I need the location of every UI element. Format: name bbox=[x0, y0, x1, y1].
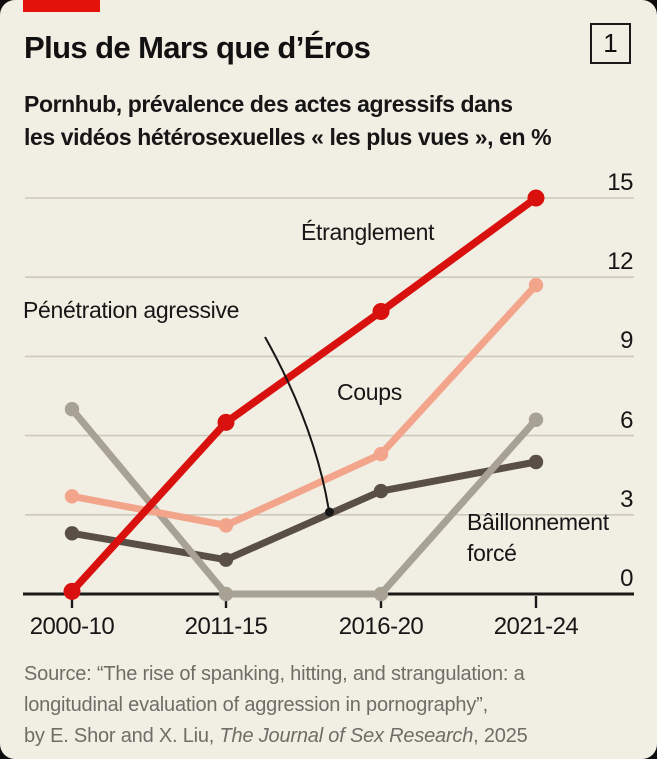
subtitle-line-1: Pornhub, prévalence des actes agressifs … bbox=[24, 91, 513, 117]
y-axis-label: 6 bbox=[620, 406, 633, 434]
y-axis-label: 9 bbox=[620, 327, 633, 355]
data-point bbox=[528, 454, 544, 470]
x-axis-label: 2011-15 bbox=[184, 613, 268, 640]
series-label-baillonnement-force: Bâillonnement forcé bbox=[467, 507, 609, 569]
series-line bbox=[68, 194, 540, 596]
x-axis-label: 2000-10 bbox=[29, 613, 115, 640]
annotation-pointer-line bbox=[264, 336, 330, 512]
x-axis-label: 2021-24 bbox=[493, 613, 579, 640]
figure-index-box: 1 bbox=[590, 23, 631, 64]
data-point bbox=[64, 526, 80, 541]
data-point bbox=[373, 483, 389, 499]
y-axis-label: 0 bbox=[620, 565, 633, 592]
subtitle-line-2: les vidéos hétérosexuelles « les plus vu… bbox=[24, 124, 552, 150]
source-line-3: by E. Shor and X. Liu, The Journal of Se… bbox=[24, 725, 528, 747]
data-point bbox=[63, 582, 81, 600]
source-note: Source: “The rise of spanking, hitting, … bbox=[24, 659, 528, 752]
series-line bbox=[68, 458, 540, 564]
journal-name: The Journal of Sex Research bbox=[219, 725, 474, 747]
red-tag-bar bbox=[23, 0, 100, 12]
data-point bbox=[64, 489, 80, 504]
source-line-1: Source: “The rise of spanking, hitting, … bbox=[24, 663, 525, 685]
data-point bbox=[218, 586, 234, 602]
chart-subtitle: Pornhub, prévalence des actes agressifs … bbox=[24, 88, 552, 154]
data-point bbox=[528, 412, 544, 427]
data-point bbox=[528, 277, 544, 293]
y-axis-label: 12 bbox=[607, 248, 633, 276]
y-axis-label: 3 bbox=[620, 485, 633, 513]
x-axis-label: 2016-20 bbox=[338, 613, 424, 640]
data-point bbox=[373, 446, 389, 462]
source-line-2: longitudinal evaluation of aggression in… bbox=[24, 694, 488, 716]
data-point bbox=[373, 586, 389, 602]
page-title: Plus de Mars que d’Éros bbox=[24, 30, 371, 65]
y-axis-label: 15 bbox=[607, 169, 633, 196]
annotation-pointer-dot bbox=[325, 507, 334, 517]
series-label-coups: Coups bbox=[337, 379, 402, 405]
figure-index-number: 1 bbox=[603, 28, 618, 58]
series-label-penetration-agressive: Pénétration agressive bbox=[23, 297, 240, 323]
data-point bbox=[64, 402, 80, 417]
series-label-baillonnement-line-1: Bâillonnement bbox=[467, 509, 609, 535]
data-point bbox=[218, 518, 234, 533]
data-point bbox=[218, 552, 234, 567]
data-point bbox=[527, 189, 545, 207]
series-label-etranglement: Étranglement bbox=[301, 219, 435, 245]
series-label-baillonnement-line-2: forcé bbox=[467, 540, 517, 566]
data-point bbox=[217, 413, 235, 431]
data-point bbox=[372, 303, 390, 321]
